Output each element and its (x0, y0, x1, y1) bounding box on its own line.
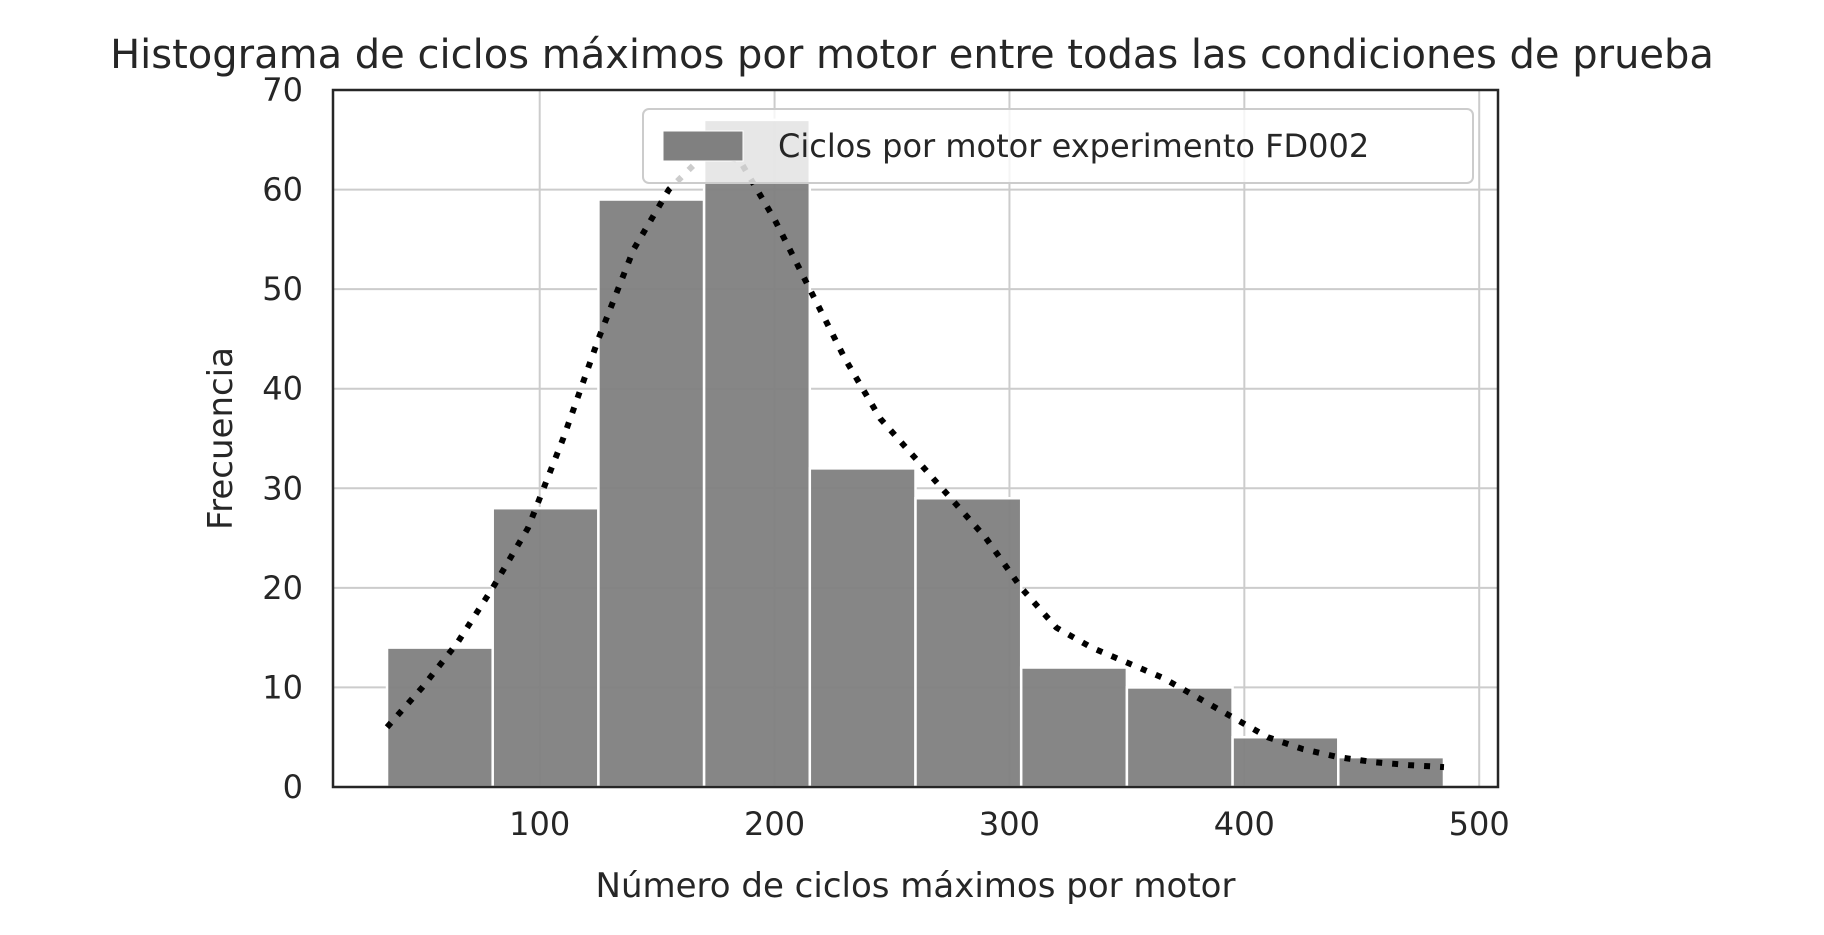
x-tick-label: 200 (744, 805, 805, 843)
histogram-bar (808, 467, 917, 789)
histogram-bar (1337, 755, 1446, 789)
x-axis-ticks: 100 200 300 400 500 (509, 805, 1510, 843)
histogram-bar (702, 118, 812, 789)
histogram-bar (385, 646, 494, 789)
x-tick-label: 100 (509, 805, 570, 843)
histogram-bar (597, 198, 706, 789)
y-tick-label: 0 (283, 768, 303, 806)
histogram-bar (1125, 686, 1234, 789)
histogram-bar (1019, 666, 1129, 789)
histogram-bar (914, 496, 1023, 789)
y-tick-label: 50 (262, 270, 303, 308)
legend: Ciclos por motor experimento FD002 (642, 108, 1474, 184)
legend-swatch (662, 130, 744, 162)
y-tick-label: 40 (262, 370, 303, 408)
kde-curve (384, 151, 1445, 771)
y-tick-label: 60 (262, 171, 303, 209)
y-tick-label: 30 (262, 469, 303, 507)
histogram-bar (491, 506, 600, 789)
y-tick-label: 70 (262, 71, 303, 109)
y-tick-label: 10 (262, 668, 303, 706)
legend-box (642, 108, 1474, 184)
x-tick-label: 500 (1449, 805, 1510, 843)
x-axis-label: Número de ciclos máximos por motor (596, 866, 1236, 906)
x-tick-label: 400 (1214, 805, 1275, 843)
y-tick-label: 20 (262, 569, 303, 607)
y-axis-ticks: 0 10 20 30 40 50 60 70 (262, 71, 303, 806)
x-tick-label: 300 (979, 805, 1040, 843)
chart-title: Histograma de ciclos máximos por motor e… (110, 32, 1714, 78)
plot-frame (331, 88, 1500, 789)
y-axis-label: Frecuencia (201, 347, 241, 530)
legend-label: Ciclos por motor experimento FD002 (778, 127, 1369, 165)
